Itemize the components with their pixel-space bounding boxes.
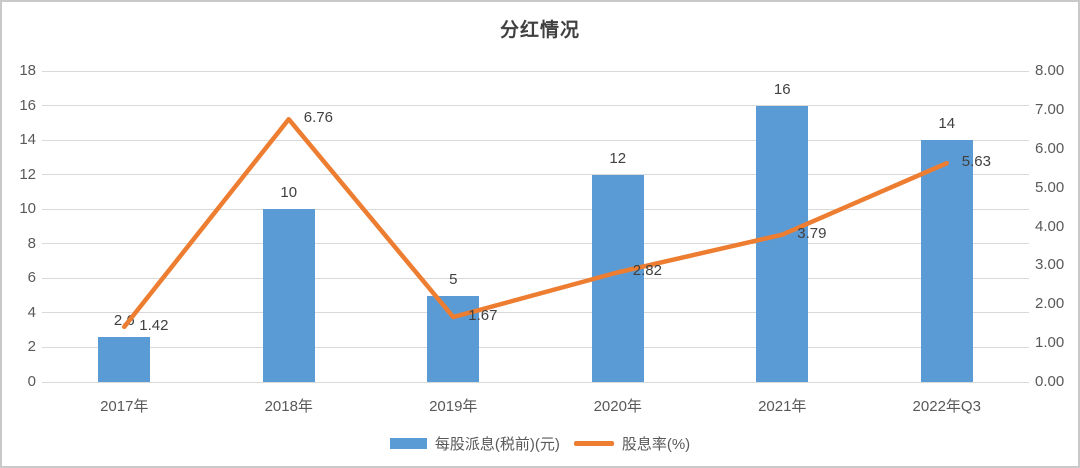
- y-axis-left-tick-label: 10: [19, 200, 36, 218]
- y-axis-left-tick-label: 18: [19, 62, 36, 79]
- x-axis-label: 2017年: [100, 398, 149, 415]
- y-axis-right-tick-label: 0.00: [1035, 373, 1065, 390]
- line-value-label: 5.63: [961, 153, 991, 171]
- gridline: [42, 243, 1029, 245]
- x-axis-label: 2019年: [429, 398, 478, 415]
- gridline: [42, 312, 1029, 314]
- y-axis-right-tick-label: 6.00: [1035, 139, 1065, 157]
- x-axis-label: 2018年: [264, 398, 313, 415]
- legend-bar-swatch-icon: [389, 438, 427, 449]
- gridline: [42, 346, 1029, 348]
- y-axis-left-tick-label: 6: [27, 269, 36, 287]
- y-axis-right-tick-label: 3.00: [1035, 256, 1065, 274]
- legend-label: 每股派息(税前)(元): [434, 436, 560, 453]
- x-axis-label: 2020年: [593, 398, 642, 415]
- x-axis-label: 2021年: [758, 398, 807, 415]
- bar-value-label: 14: [938, 115, 956, 133]
- gridline: [42, 139, 1029, 141]
- dividend-bar: [98, 337, 151, 382]
- y-axis-right-tick-label: 7.00: [1035, 100, 1065, 118]
- legend-line-swatch-icon: [573, 441, 614, 446]
- gridline: [42, 174, 1029, 176]
- legend: 每股派息(税前)(元) 股息率(%): [2, 433, 1078, 454]
- bar-value-label: 10: [280, 184, 298, 202]
- y-axis-left-tick-label: 16: [19, 96, 36, 114]
- line-value-label: 1.67: [468, 307, 498, 325]
- chart-title: 分红情况: [499, 20, 580, 41]
- gridline: [42, 277, 1029, 279]
- bar-value-label: 5: [449, 270, 458, 288]
- y-axis-left-tick-label: 0: [27, 373, 36, 390]
- y-axis-right-tick-label: 2.00: [1035, 295, 1065, 313]
- gridline: [42, 105, 1029, 107]
- y-axis-right-tick-label: 4.00: [1035, 217, 1065, 235]
- legend-label: 股息率(%): [621, 436, 691, 453]
- dividend-bar: [262, 209, 315, 382]
- legend-item: 每股派息(税前)(元): [389, 433, 560, 454]
- line-value-label: 2.82: [632, 262, 662, 280]
- gridline: [42, 208, 1029, 210]
- y-axis-right-tick-label: 1.00: [1035, 334, 1065, 352]
- legend-item: 股息率(%): [573, 433, 691, 454]
- y-axis-left-tick-label: 12: [19, 165, 36, 183]
- y-axis-right-tick-label: 5.00: [1035, 178, 1065, 196]
- y-axis-left-tick-label: 2: [27, 338, 36, 356]
- x-axis-label: 2022年Q3: [912, 398, 981, 415]
- bar-value-label: 12: [609, 149, 627, 167]
- bar-value-label: 16: [773, 80, 791, 98]
- dividend-bar: [920, 140, 973, 382]
- y-axis-left-tick-label: 8: [27, 234, 36, 252]
- line-value-label: 6.76: [303, 109, 333, 127]
- y-axis-right-tick-label: 8.00: [1035, 62, 1065, 79]
- dividend-yield-line: [122, 116, 949, 330]
- line-value-label: 1.42: [139, 316, 169, 334]
- y-axis-left-tick-label: 14: [19, 131, 36, 149]
- gridline: [42, 70, 1029, 72]
- dividend-bar: [756, 105, 809, 382]
- y-axis-left-tick-label: 4: [27, 303, 36, 321]
- gridline: [42, 381, 1029, 383]
- line-value-label: 3.79: [797, 224, 827, 242]
